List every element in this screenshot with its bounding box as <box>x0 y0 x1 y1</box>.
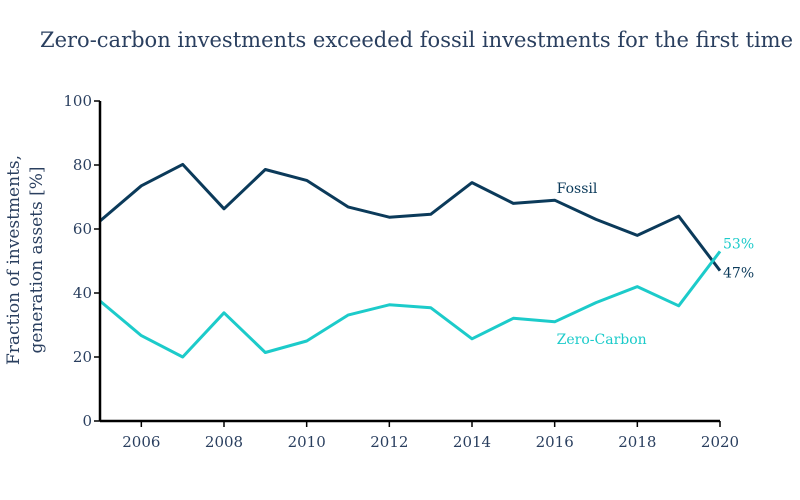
y-tick-label: 40 <box>73 284 92 302</box>
x-axis-ticks: 2006 2008 2010 2012 2014 2016 2018 2020 <box>122 421 739 451</box>
zero-carbon-end-value-label: 53% <box>723 236 754 252</box>
y-tick-label: 60 <box>73 220 92 238</box>
chart-title: Zero-carbon investments exceeded fossil … <box>40 28 793 52</box>
y-tick-label: 100 <box>63 92 92 110</box>
x-tick-label: 2006 <box>122 433 160 451</box>
series-labels: Fossil 47% Zero-Carbon 53% <box>557 181 754 348</box>
fossil-end-value-label: 47% <box>723 266 754 282</box>
y-axis-title: Fraction of investments, generation asse… <box>4 155 47 365</box>
x-tick-label: 2014 <box>453 433 491 451</box>
y-tick-label: 0 <box>82 412 92 430</box>
y-tick-label: 20 <box>73 348 92 366</box>
x-tick-label: 2016 <box>536 433 574 451</box>
x-tick-label: 2018 <box>618 433 656 451</box>
x-tick-label: 2020 <box>701 433 739 451</box>
x-tick-label: 2008 <box>205 433 243 451</box>
y-tick-label: 80 <box>73 156 92 174</box>
y-axis-title-line-2: generation assets [%] <box>27 166 47 353</box>
x-tick-label: 2012 <box>370 433 408 451</box>
zero-carbon-line <box>99 250 722 359</box>
fossil-series-label: Fossil <box>557 181 598 197</box>
fossil-line <box>99 162 722 272</box>
x-tick-label: 2010 <box>288 433 326 451</box>
y-axis-title-line-1: Fraction of investments, <box>4 155 24 365</box>
series-lines <box>99 162 722 359</box>
y-axis-ticks: 0 20 40 60 80 100 <box>63 92 100 430</box>
zero-carbon-series-label: Zero-Carbon <box>557 332 647 348</box>
